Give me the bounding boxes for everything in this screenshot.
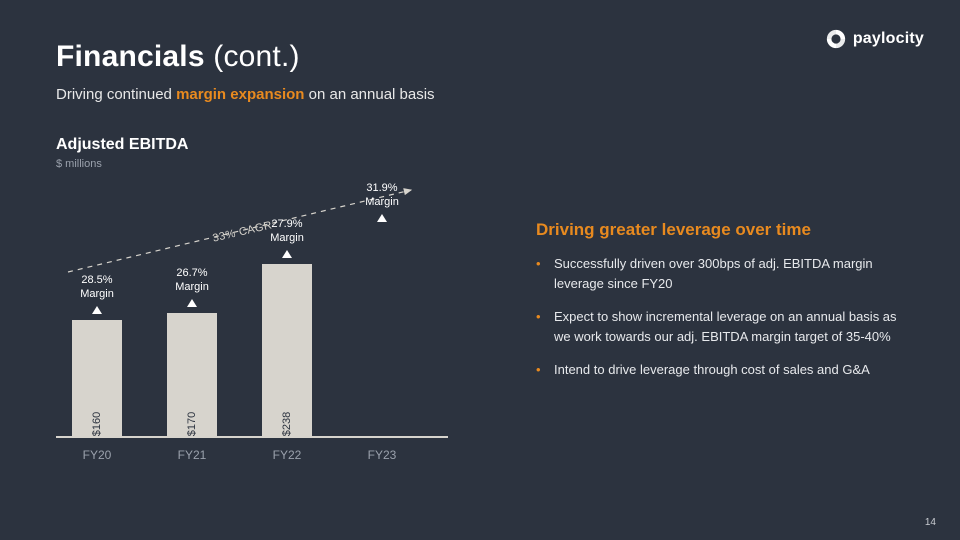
- category-label: FY21: [162, 448, 222, 462]
- paylocity-logo-icon: [825, 28, 847, 50]
- triangle-up-icon: [377, 214, 387, 222]
- chart-bar: $238: [262, 264, 312, 436]
- bullet-item: Successfully driven over 300bps of adj. …: [536, 254, 916, 293]
- leverage-panel: Driving greater leverage over time Succe…: [536, 220, 916, 394]
- margin-pct: 26.7%: [162, 267, 222, 281]
- slide-title: Financials (cont.): [56, 40, 300, 74]
- chart-baseline: [56, 436, 448, 438]
- slide-title-bold: Financials: [56, 40, 205, 73]
- chart-title: Adjusted EBITDA: [56, 136, 466, 154]
- chart-bar: $170: [167, 313, 217, 436]
- margin-label: 28.5%Margin: [67, 274, 127, 318]
- bar-value-label: $170: [186, 412, 198, 436]
- margin-word: Margin: [162, 281, 222, 295]
- chart-subtitle: $ millions: [56, 158, 466, 170]
- ebitda-chart: Adjusted EBITDA $ millions 33% CAGR$1602…: [56, 136, 466, 496]
- category-label: FY22: [257, 448, 317, 462]
- margin-word: Margin: [352, 196, 412, 210]
- bar-value-label: $238: [281, 412, 293, 436]
- margin-pct: 31.9%: [352, 182, 412, 196]
- triangle-up-icon: [92, 306, 102, 314]
- slide-subtitle: Driving continued margin expansion on an…: [56, 86, 435, 103]
- slide: paylocity Financials (cont.) Driving con…: [0, 0, 960, 540]
- category-label: FY20: [67, 448, 127, 462]
- slide-heading: Financials (cont.): [56, 40, 300, 74]
- bullet-item: Intend to drive leverage through cost of…: [536, 360, 916, 380]
- subtitle-post: on an annual basis: [304, 86, 434, 103]
- chart-bar: $160: [72, 320, 122, 436]
- brand-logo-text: paylocity: [853, 30, 924, 48]
- subtitle-accent: margin expansion: [176, 86, 304, 103]
- triangle-up-icon: [187, 299, 197, 307]
- margin-label: 31.9%Margin: [352, 182, 412, 226]
- page-number: 14: [925, 517, 936, 528]
- category-label: FY23: [352, 448, 412, 462]
- subtitle-pre: Driving continued: [56, 86, 176, 103]
- leverage-bullets: Successfully driven over 300bps of adj. …: [536, 254, 916, 380]
- margin-pct: 28.5%: [67, 274, 127, 288]
- margin-word: Margin: [67, 288, 127, 302]
- margin-label: 26.7%Margin: [162, 267, 222, 311]
- brand-logo: paylocity: [825, 28, 924, 50]
- leverage-title: Driving greater leverage over time: [536, 220, 916, 240]
- margin-pct: 27.9%: [257, 218, 317, 232]
- bullet-item: Expect to show incremental leverage on a…: [536, 307, 916, 346]
- slide-title-rest: (cont.): [205, 40, 300, 73]
- bar-value-label: $160: [91, 412, 103, 436]
- triangle-up-icon: [282, 250, 292, 258]
- margin-label: 27.9%Margin: [257, 218, 317, 262]
- chart-plot-area: 33% CAGR$16028.5%MarginFY20$17026.7%Marg…: [56, 176, 456, 466]
- margin-word: Margin: [257, 232, 317, 246]
